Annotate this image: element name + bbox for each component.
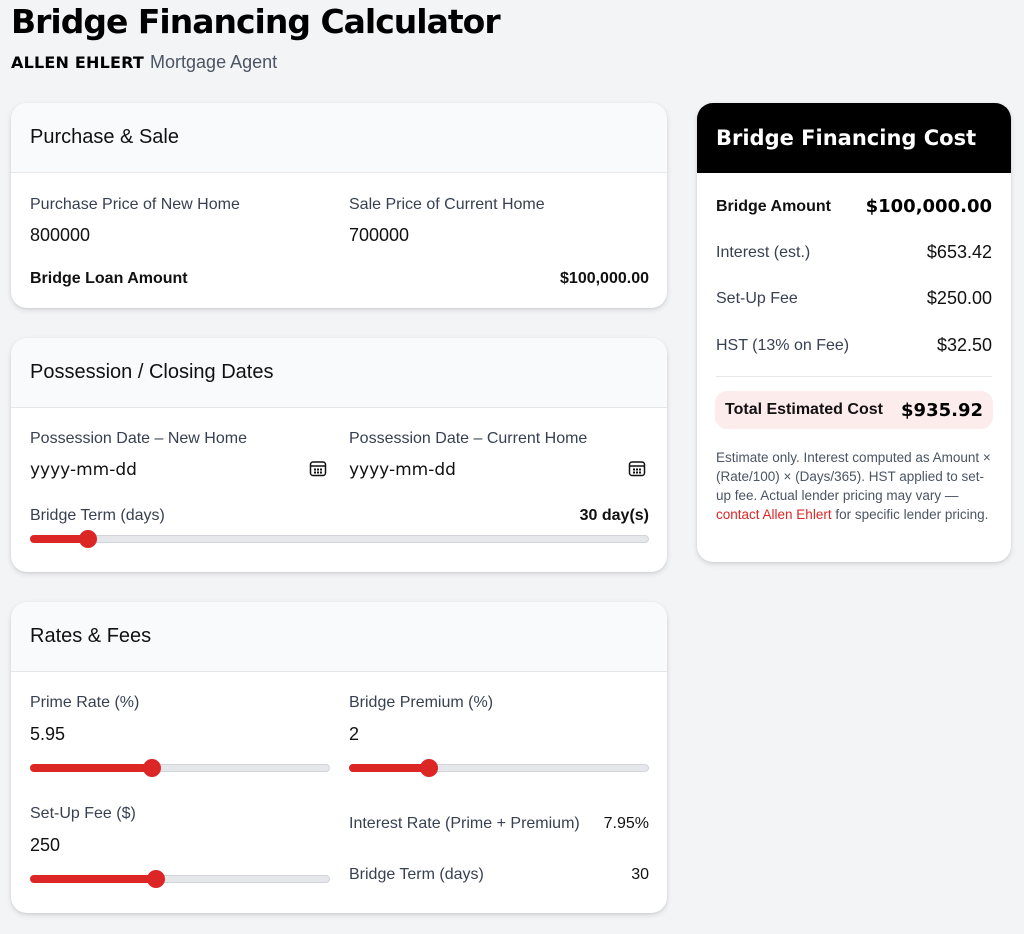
bridge-amount-row: Bridge Amount $100,000.00 <box>716 196 992 217</box>
slider-thumb[interactable] <box>78 530 97 548</box>
slider-fill <box>30 764 152 772</box>
dates-card: Possession / Closing Dates Possession Da… <box>11 338 667 572</box>
slider-fill <box>349 764 430 772</box>
sale-price-label: Sale Price of Current Home <box>349 196 545 213</box>
setup-fee-cost-label: Set-Up Fee <box>716 289 798 307</box>
divider <box>716 376 992 377</box>
bridge-premium-label: Bridge Premium (%) <box>349 694 494 711</box>
bridge-loan-label: Bridge Loan Amount <box>30 270 188 287</box>
prime-rate-label: Prime Rate (%) <box>30 694 140 711</box>
setup-fee-row: Set-Up Fee $250.00 <box>716 288 992 309</box>
disclaimer-text: Estimate only. Interest computed as Amou… <box>716 450 991 503</box>
slider-thumb[interactable] <box>420 759 439 777</box>
interest-row: Interest (est.) $653.42 <box>716 242 992 263</box>
bridge-premium-input[interactable]: 2 <box>349 724 360 744</box>
current-home-date-label: Possession Date – Current Home <box>349 430 588 447</box>
cost-heading: Bridge Financing Cost <box>697 103 1011 173</box>
interest-label: Interest (est.) <box>716 243 811 261</box>
setup-fee-slider[interactable] <box>30 870 330 888</box>
calendar-icon[interactable] <box>309 460 327 477</box>
interest-rate-label: Interest Rate (Prime + Premium) <box>349 815 580 832</box>
summary-term-label: Bridge Term (days) <box>349 866 484 883</box>
hst-row: HST (13% on Fee) $32.50 <box>716 335 992 356</box>
hst-label: HST (13% on Fee) <box>716 336 850 354</box>
bridge-amount-value: $100,000.00 <box>865 196 992 217</box>
rates-card: Rates & Fees Prime Rate (%) 5.95 Bridge … <box>11 602 667 913</box>
rates-heading: Rates & Fees <box>11 602 667 672</box>
bridge-amount-label: Bridge Amount <box>716 197 831 215</box>
agent-line: ALLEN EHLERT Mortgage Agent <box>11 52 277 73</box>
cost-summary-card: Bridge Financing Cost Bridge Amount $100… <box>697 103 1011 562</box>
bridge-term-slider[interactable] <box>30 530 649 548</box>
slider-fill <box>30 535 88 543</box>
dates-heading: Possession / Closing Dates <box>11 338 667 408</box>
prime-rate-slider[interactable] <box>30 759 330 777</box>
total-cost-label: Total Estimated Cost <box>725 401 883 418</box>
setup-fee-input[interactable]: 250 <box>30 835 61 855</box>
hst-value: $32.50 <box>936 335 992 355</box>
slider-thumb[interactable] <box>142 759 161 777</box>
disclaimer-note: Estimate only. Interest computed as Amou… <box>716 448 993 524</box>
purchase-sale-heading: Purchase & Sale <box>11 103 667 173</box>
sale-price-input[interactable]: 700000 <box>349 225 410 245</box>
bridge-term-label: Bridge Term (days) <box>30 507 165 524</box>
slider-track <box>30 535 649 543</box>
bridge-term-value: 30 day(s) <box>579 507 649 524</box>
calendar-icon[interactable] <box>628 460 646 477</box>
interest-rate-value: 7.95% <box>603 815 649 832</box>
disclaimer-tail: for specific lender pricing. <box>831 507 989 522</box>
page-title: Bridge Financing Calculator <box>11 2 501 41</box>
bridge-premium-slider[interactable] <box>349 759 649 777</box>
agent-name: ALLEN EHLERT <box>11 53 145 72</box>
purchase-price-label: Purchase Price of New Home <box>30 196 240 213</box>
new-home-date-input[interactable]: yyyy-mm-dd <box>30 460 137 480</box>
bridge-loan-value: $100,000.00 <box>560 270 649 287</box>
total-cost-value: $935.92 <box>901 399 983 421</box>
slider-fill <box>30 875 156 883</box>
interest-value: $653.42 <box>926 242 992 262</box>
prime-rate-input[interactable]: 5.95 <box>30 724 66 744</box>
purchase-price-input[interactable]: 800000 <box>30 225 91 245</box>
new-home-date-label: Possession Date – New Home <box>30 430 247 447</box>
current-home-date-input[interactable]: yyyy-mm-dd <box>349 460 456 480</box>
summary-term-value: 30 <box>631 866 649 883</box>
contact-link[interactable]: contact Allen Ehlert <box>716 507 832 522</box>
setup-fee-label: Set-Up Fee ($) <box>30 805 136 822</box>
purchase-sale-card: Purchase & Sale Purchase Price of New Ho… <box>11 103 667 308</box>
slider-thumb[interactable] <box>147 870 165 888</box>
total-cost-row: Total Estimated Cost $935.92 <box>715 391 993 429</box>
agent-role: Mortgage Agent <box>150 52 278 72</box>
setup-fee-cost-value: $250.00 <box>926 288 992 308</box>
